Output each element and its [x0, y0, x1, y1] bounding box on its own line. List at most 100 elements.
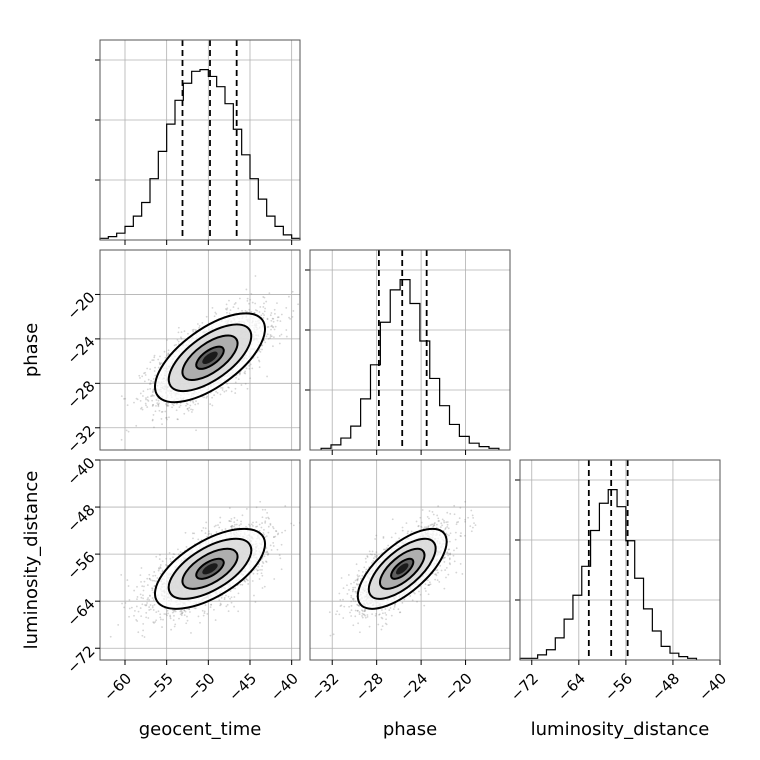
sample-point	[148, 577, 151, 580]
sample-point	[191, 411, 193, 413]
sample-point	[248, 367, 251, 370]
sample-point	[262, 532, 265, 534]
sample-point	[249, 377, 252, 380]
sample-point	[121, 602, 123, 605]
sample-point	[204, 604, 207, 607]
sample-point	[233, 521, 236, 524]
sample-point	[168, 416, 170, 419]
sample-point	[280, 543, 283, 546]
sample-point	[278, 342, 281, 345]
sample-point	[142, 623, 145, 625]
sample-point	[225, 308, 228, 311]
sample-point	[145, 604, 148, 606]
sample-point	[185, 622, 188, 625]
sample-point	[202, 614, 205, 617]
sample-point	[241, 514, 244, 517]
sample-point	[262, 562, 265, 564]
hist-panel-geocent_time	[95, 39, 301, 241]
sample-point	[136, 596, 139, 598]
sample-point	[154, 374, 157, 377]
sample-point	[123, 606, 126, 609]
sample-point	[173, 614, 175, 617]
sample-point	[141, 408, 144, 411]
contour-line-1	[167, 323, 253, 393]
sample-point	[258, 311, 261, 313]
sample-point	[180, 336, 182, 339]
sample-point	[166, 339, 168, 341]
sample-point	[157, 403, 160, 406]
sample-point	[152, 621, 155, 624]
sample-point	[224, 308, 227, 310]
sample-point	[152, 599, 155, 601]
sample-point	[186, 403, 189, 406]
sample-point	[210, 603, 213, 606]
sample-point	[156, 402, 159, 404]
sample-point	[179, 551, 182, 553]
sample-point	[221, 529, 224, 531]
sample-point	[140, 596, 143, 599]
sample-point	[244, 580, 247, 583]
sample-point	[136, 620, 139, 622]
sample-point	[186, 408, 189, 410]
sample-point	[151, 597, 154, 599]
sample-point	[145, 397, 147, 399]
sample-point	[165, 557, 168, 560]
sample-point	[181, 612, 183, 615]
sample-point	[155, 399, 158, 401]
sample-point	[221, 389, 224, 391]
sample-point	[292, 524, 295, 527]
sample-point	[239, 372, 242, 375]
sample-point	[173, 609, 176, 612]
sample-point	[256, 356, 259, 359]
sample-point	[219, 602, 222, 605]
sample-point	[269, 337, 272, 339]
sample-point	[167, 404, 170, 407]
sample-point	[144, 371, 147, 374]
sample-point	[165, 404, 168, 407]
sample-point	[214, 619, 217, 621]
sample-point	[207, 530, 210, 533]
sample-point	[186, 407, 189, 410]
sample-point	[231, 524, 234, 527]
sample-point	[225, 594, 227, 597]
sample-point	[205, 315, 208, 318]
sample-point	[203, 396, 205, 399]
sample-point	[153, 579, 156, 582]
sample-point	[136, 585, 138, 588]
sample-point	[136, 398, 139, 401]
sample-point	[209, 403, 212, 405]
sample-point	[270, 325, 273, 328]
sample-point	[246, 297, 249, 300]
sample-point	[162, 618, 164, 621]
sample-point	[244, 370, 246, 373]
sample-point	[147, 400, 150, 402]
sample-point	[147, 597, 149, 599]
sample-point	[234, 392, 237, 394]
sample-point	[164, 403, 167, 405]
sample-point	[268, 517, 270, 520]
sample-point	[160, 618, 162, 621]
sample-point	[230, 601, 233, 604]
sample-point	[171, 611, 174, 614]
sample-point	[264, 341, 267, 344]
sample-point	[228, 520, 231, 523]
sample-point	[155, 611, 158, 614]
sample-point	[285, 306, 288, 309]
sample-point	[140, 615, 143, 617]
sample-point	[166, 418, 168, 421]
sample-point	[180, 337, 183, 340]
sample-point	[234, 381, 237, 384]
sample-point	[206, 613, 209, 615]
sample-point	[146, 396, 149, 399]
sample-point	[169, 617, 172, 620]
sample-point	[232, 306, 235, 308]
sample-point	[158, 361, 161, 364]
sample-point	[144, 604, 146, 606]
sample-point	[229, 309, 232, 312]
sample-point	[250, 523, 253, 526]
sample-point	[154, 620, 157, 623]
sample-point	[200, 529, 203, 532]
sample-point	[145, 616, 148, 619]
sample-point	[215, 390, 218, 393]
sample-point	[269, 522, 272, 525]
